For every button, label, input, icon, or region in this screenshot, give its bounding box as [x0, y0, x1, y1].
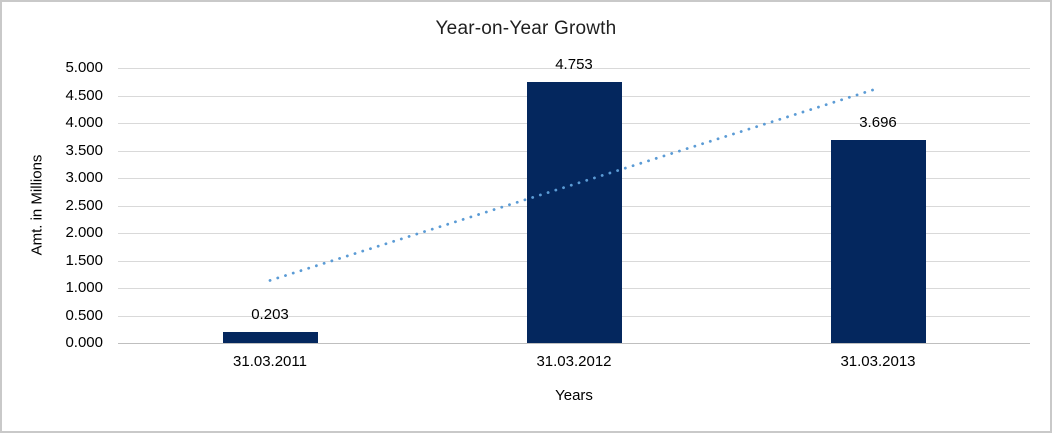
- bar-data-label: 3.696: [859, 113, 897, 131]
- y-tick-label: 0.500: [65, 306, 103, 324]
- bar-data-label: 0.203: [251, 305, 289, 323]
- gridline: [118, 68, 1030, 69]
- x-axis-line: [118, 343, 1030, 344]
- y-tick-label: 4.000: [65, 114, 103, 131]
- y-tick-label: 2.000: [65, 224, 103, 241]
- y-tick-label: 4.500: [65, 86, 103, 104]
- bar: [526, 81, 622, 343]
- trendline-path: [268, 86, 880, 282]
- plot-area: 0.203 4.753 3.696: [118, 56, 1030, 344]
- trendline: [268, 86, 880, 282]
- y-tick-label: 1.000: [65, 279, 103, 296]
- x-axis-title: Years: [555, 387, 593, 404]
- x-tick-label: 31.03.2011: [233, 353, 307, 370]
- x-tick-label: 31.03.2012: [536, 353, 612, 370]
- y-tick-label: 3.000: [65, 169, 103, 186]
- y-tick-label: 0.000: [65, 334, 103, 351]
- y-tick-label: 2.500: [65, 196, 103, 214]
- bar-data-label: 4.753: [555, 55, 593, 73]
- chart-title: Year-on-Year Growth: [435, 18, 617, 39]
- x-tick-label: 31.03.2013: [840, 353, 916, 370]
- y-tick-label: 5.000: [65, 59, 103, 76]
- bar: [222, 331, 318, 343]
- y-tick-label: 1.500: [65, 251, 103, 269]
- bar: [830, 139, 926, 343]
- y-tick-label: 3.500: [65, 141, 103, 159]
